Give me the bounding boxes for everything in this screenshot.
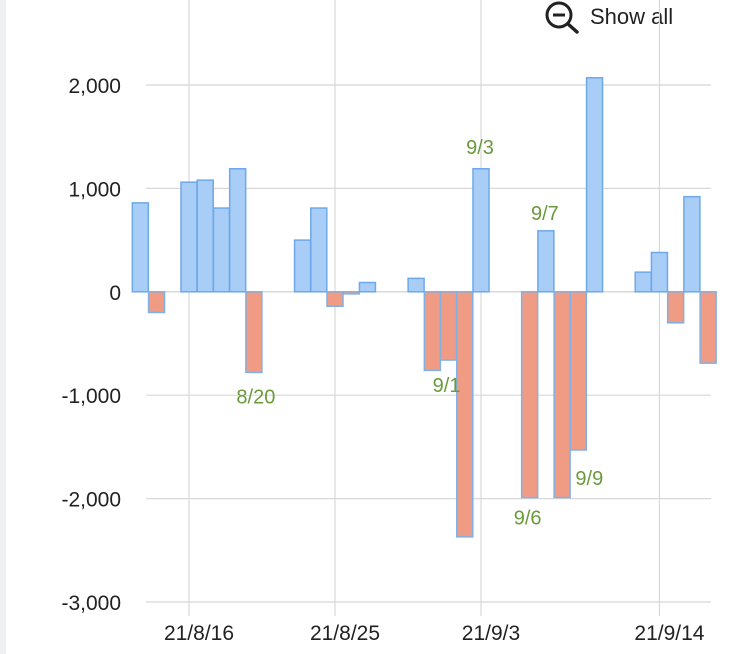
bar[interactable] [472,168,490,293]
bar[interactable] [212,207,231,293]
bar[interactable] [326,291,344,308]
bar-labels: 8/20 9/1 9/3 9/6 9/7 9/9 [236,137,603,530]
bar[interactable] [634,271,652,293]
axis-ticks: 2,000 1,000 0 -1,000 -2,000 -3,000 21/8/16 21/8… [61,75,704,645]
bar-data-label: 8/20 [236,386,275,408]
zoom-out-icon [544,0,580,34]
bar-data-label: 9/1 [433,375,461,397]
y-tick-label: -1,000 [61,385,121,408]
bar[interactable] [147,291,166,314]
bar[interactable] [569,291,588,451]
x-tick-label: 21/9/3 [462,622,520,645]
bar[interactable] [683,195,701,293]
bar[interactable] [228,168,247,293]
y-tick-label: 0 [109,282,121,305]
bar[interactable] [456,291,474,538]
bar-data-label: 9/7 [531,203,559,225]
y-tick-label: -2,000 [61,489,121,512]
bar[interactable] [650,251,669,293]
bar[interactable] [585,77,604,293]
bar[interactable] [553,291,571,499]
x-tick-label: 21/8/25 [310,622,380,645]
bar[interactable] [245,291,263,374]
bar[interactable] [699,291,717,364]
bar-data-label: 9/6 [514,508,542,530]
bar[interactable] [196,179,214,293]
grid-lines [146,0,711,616]
bar[interactable] [342,291,360,295]
bar[interactable] [666,291,685,324]
left-edge [0,0,6,654]
bar[interactable] [520,291,539,499]
y-tick-label: 1,000 [68,178,121,201]
bar[interactable] [439,291,458,361]
bar[interactable] [180,181,198,293]
bar[interactable] [537,230,555,293]
y-tick-label: 2,000 [68,75,121,98]
bar-data-label: 9/3 [466,137,494,159]
y-tick-label: -3,000 [61,592,121,615]
bar[interactable] [131,202,150,293]
bars [131,77,717,538]
x-tick-label: 21/9/14 [634,622,704,645]
bar[interactable] [407,277,425,293]
bar[interactable] [358,281,377,293]
bar[interactable] [423,291,442,372]
bar-data-label: 9/9 [575,468,603,490]
bar[interactable] [310,207,328,293]
bar[interactable] [293,239,312,293]
x-tick-label: 21/8/16 [164,622,234,645]
